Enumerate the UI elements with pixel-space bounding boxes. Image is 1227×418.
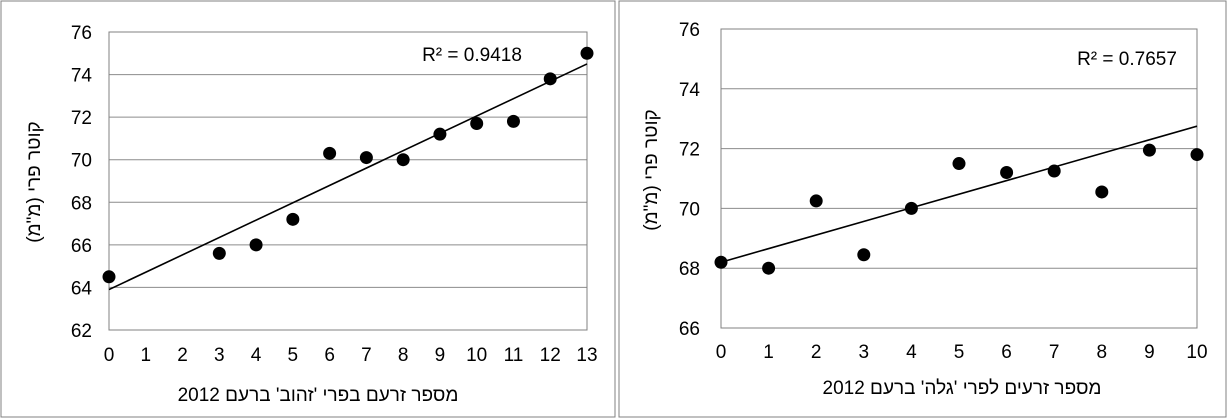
data-point: [470, 117, 484, 131]
x-tick-label: 8: [1097, 342, 1108, 363]
x-tick-label: 6: [1001, 342, 1012, 363]
x-tick-label: 0: [716, 342, 727, 363]
plot-area: [720, 28, 1198, 329]
x-tick-label: 5: [288, 345, 299, 366]
x-tick-label: 3: [859, 342, 870, 363]
x-tick-label: 7: [1049, 342, 1060, 363]
data-point: [212, 246, 226, 260]
left-panel-border: [0, 0, 616, 418]
y-axis-label: קוטר פרי (מ"מ): [24, 121, 45, 242]
data-point: [359, 151, 373, 165]
x-axis-label: מספר זרעים לפרי 'גלה' ברעם 2012: [823, 378, 1102, 399]
plot-area: [108, 31, 588, 331]
y-tick-label: 76: [71, 23, 92, 44]
x-tick-label: 11: [504, 345, 524, 366]
data-point: [857, 248, 871, 262]
data-point: [396, 153, 410, 167]
right-panel-border: [618, 0, 1227, 418]
x-tick-label: 2: [177, 345, 188, 366]
chart-right: קוטר פרי (מ"מ) מספר זרעים לפרי 'גלה' ברע…: [641, 20, 1208, 399]
data-point: [102, 270, 116, 284]
data-point: [762, 261, 776, 275]
x-tick-label: 2: [811, 342, 822, 363]
data-point: [1190, 148, 1204, 162]
y-tick-label: 74: [679, 80, 701, 101]
x-tick-label: 5: [954, 342, 965, 363]
y-tick-label: 74: [71, 66, 93, 87]
y-tick-label: 72: [71, 108, 92, 129]
x-tick-label: 0: [104, 345, 115, 366]
y-tick-label: 68: [679, 259, 700, 280]
y-tick-label: 68: [71, 193, 92, 214]
y-tick-label: 64: [71, 278, 93, 299]
x-tick-label: 9: [1144, 342, 1155, 363]
data-point: [506, 114, 520, 128]
data-point: [1095, 185, 1109, 199]
y-tick-label: 76: [679, 20, 700, 41]
data-point: [1047, 164, 1061, 178]
x-tick-label: 3: [214, 345, 225, 366]
y-tick-label: 66: [71, 236, 92, 257]
chart-left: קוטר פרי (מ"מ) מספר זרעם בפרי 'זהוב' ברע…: [24, 23, 598, 406]
data-point: [543, 72, 557, 86]
x-tick-label: 4: [906, 342, 917, 363]
x-axis-label: מספר זרעם בפרי 'זהוב' ברעם 2012: [178, 385, 459, 406]
y-tick-label: 66: [679, 319, 700, 340]
data-point: [904, 201, 918, 215]
x-tick-label: 4: [251, 345, 262, 366]
x-tick-label: 10: [466, 345, 487, 366]
r-squared-annotation: R² = 0.9418: [422, 45, 522, 66]
x-tick-label: 13: [576, 345, 597, 366]
x-tick-label: 12: [540, 345, 561, 366]
x-tick-label: 10: [1186, 342, 1207, 363]
x-tick-label: 8: [398, 345, 409, 366]
x-tick-label: 6: [324, 345, 335, 366]
x-tick-label: 9: [435, 345, 446, 366]
data-point: [952, 157, 966, 171]
x-tick-label: 1: [140, 345, 151, 366]
trendline: [720, 125, 1198, 263]
data-point: [580, 46, 594, 60]
y-tick-label: 70: [679, 199, 700, 220]
data-point: [714, 255, 728, 269]
data-point: [323, 146, 337, 160]
y-tick-label: 70: [71, 151, 92, 172]
data-point: [1142, 143, 1156, 157]
data-point: [249, 238, 263, 252]
r-squared-annotation: R² = 0.7657: [1077, 49, 1177, 70]
data-point: [433, 127, 447, 141]
data-point: [1000, 166, 1014, 180]
trendline: [108, 63, 588, 291]
y-axis-label: קוטר פרי (מ"מ): [641, 109, 662, 230]
data-point: [809, 194, 823, 208]
x-tick-label: 7: [361, 345, 372, 366]
y-tick-label: 62: [71, 321, 92, 342]
x-tick-label: 1: [763, 342, 774, 363]
data-point: [286, 212, 300, 226]
y-tick-label: 72: [679, 140, 700, 161]
